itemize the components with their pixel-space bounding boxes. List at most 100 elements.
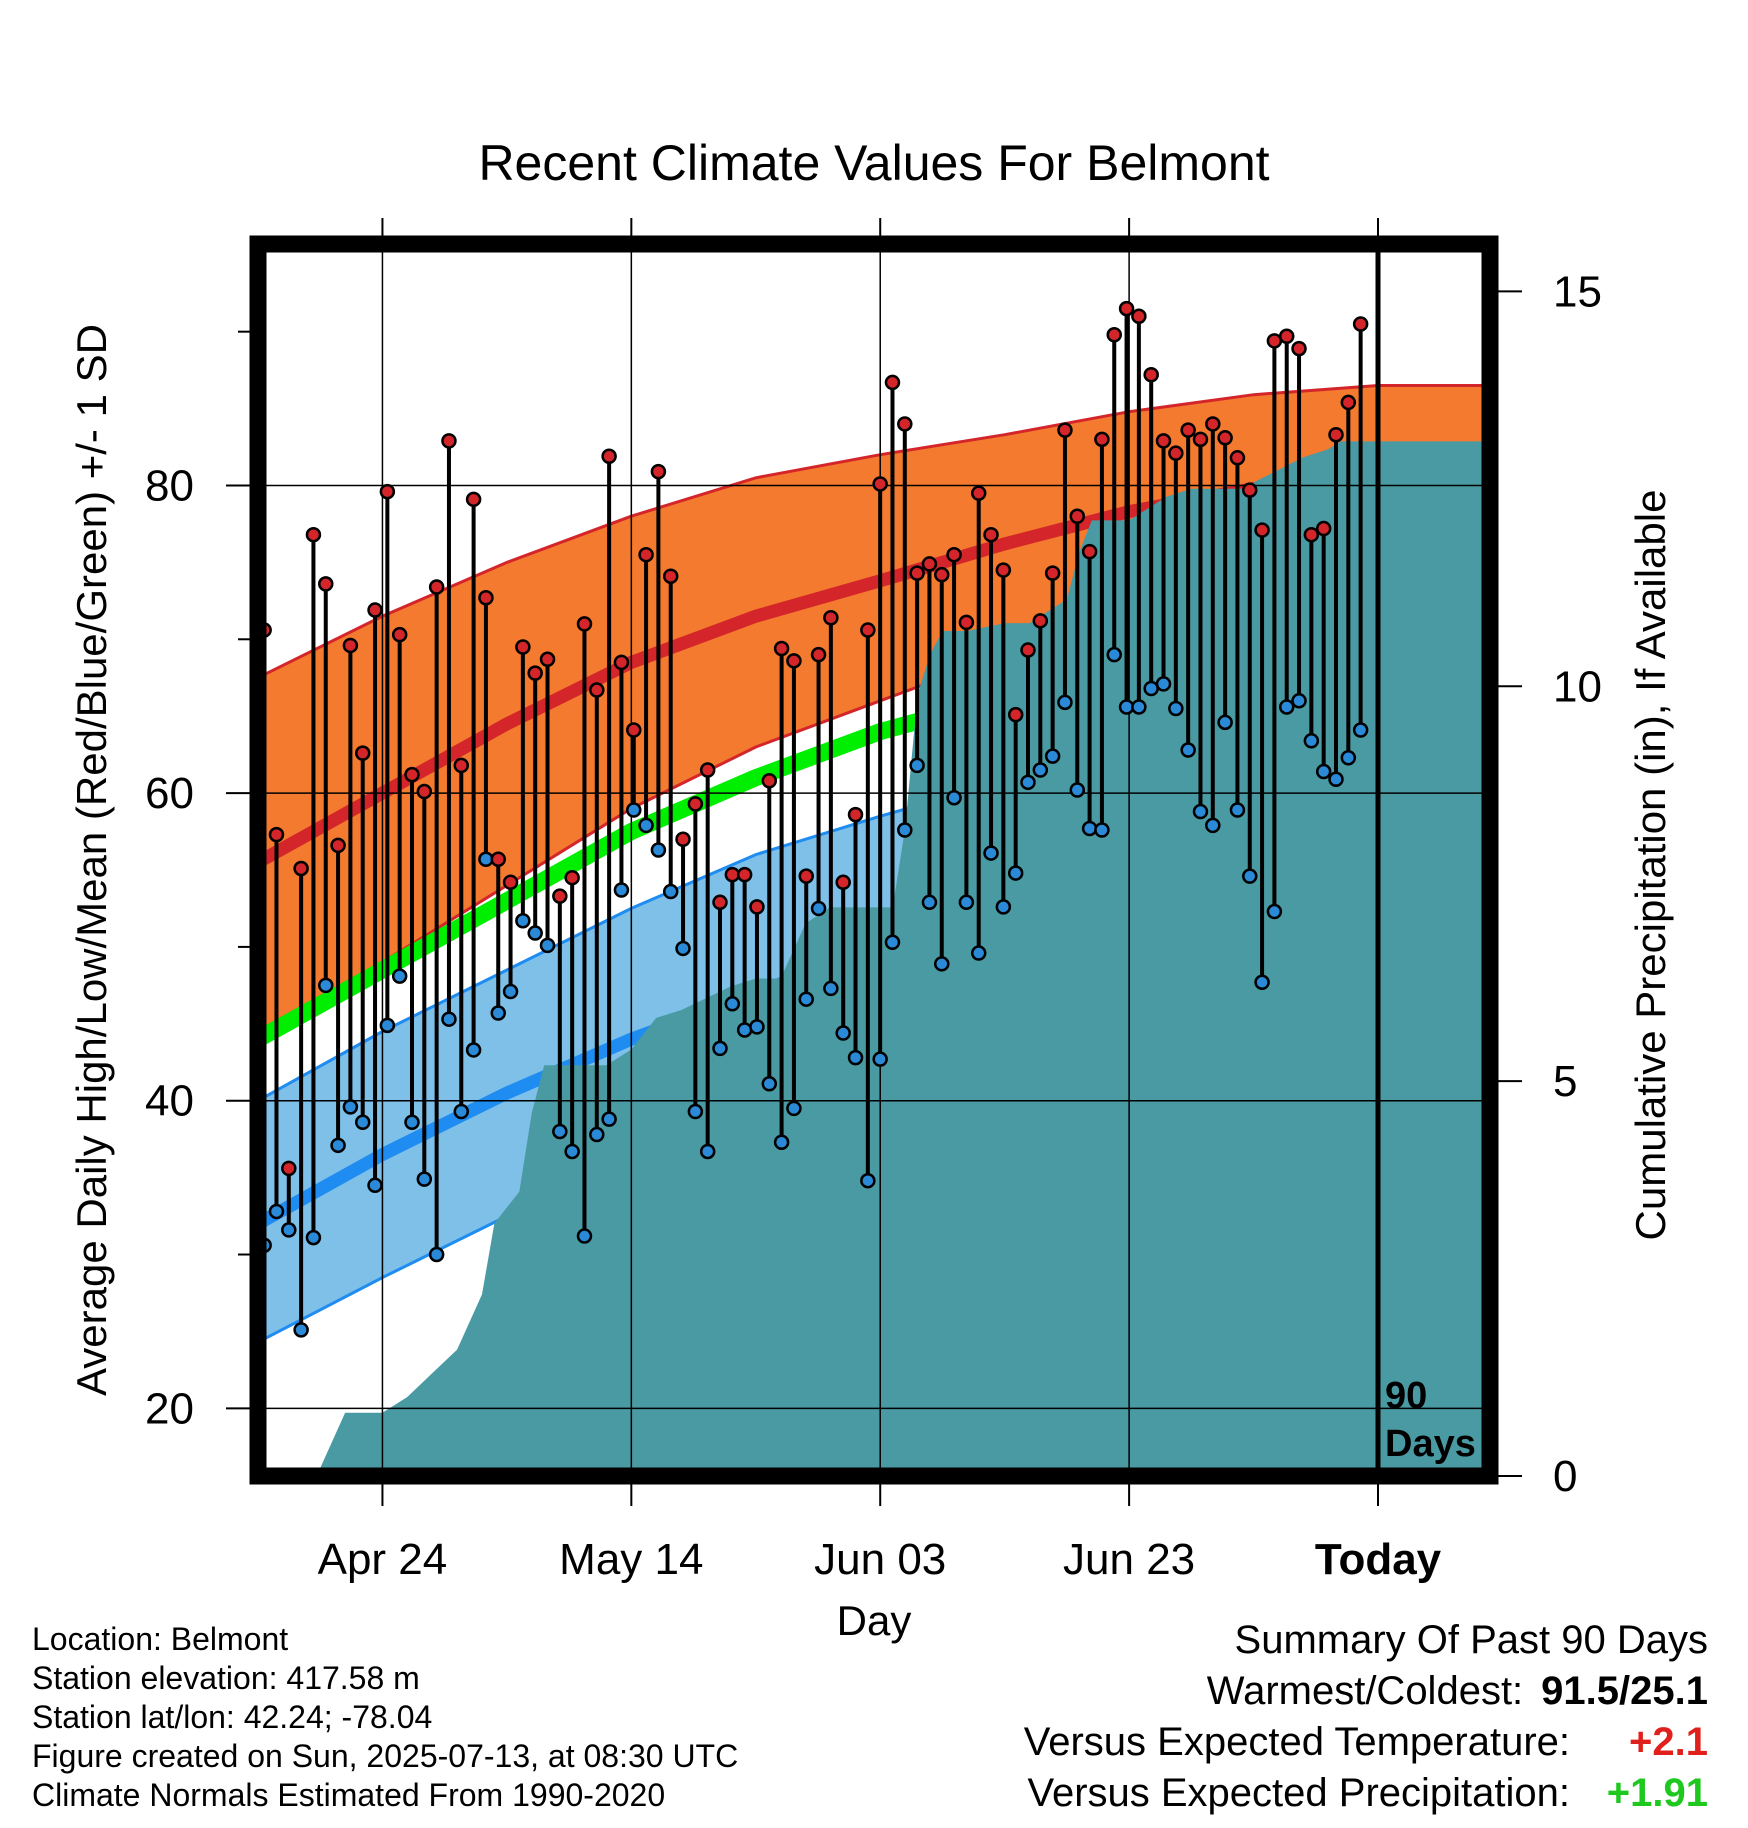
precip-area xyxy=(258,441,1490,1476)
daily-low-point xyxy=(1242,868,1258,884)
daily-low-point xyxy=(1143,680,1159,697)
daily-high-point xyxy=(1007,706,1024,723)
y2-tick-label: 0 xyxy=(1553,1452,1577,1501)
daily-low-point xyxy=(281,1222,297,1238)
daily-high-point xyxy=(1057,422,1073,438)
daily-low-point xyxy=(638,817,654,834)
daily-high-point xyxy=(478,590,494,606)
daily-high-point xyxy=(847,806,864,823)
daily-high-point xyxy=(1315,520,1332,537)
daily-high-point xyxy=(626,722,642,738)
daily-high-point xyxy=(749,899,765,915)
daily-high-point xyxy=(330,837,346,854)
daily-low-point xyxy=(798,991,814,1007)
daily-high-point xyxy=(1143,366,1159,383)
daily-low-point xyxy=(1291,693,1307,709)
daily-high-point xyxy=(428,579,445,595)
x-tick-label: Today xyxy=(1315,1535,1442,1584)
daily-low-point xyxy=(699,1143,716,1160)
daily-low-point xyxy=(934,956,950,972)
daily-high-point xyxy=(502,874,519,891)
daily-high-point xyxy=(983,526,999,543)
daily-low-point xyxy=(626,802,642,818)
daily-low-point xyxy=(576,1228,593,1244)
daily-low-point xyxy=(601,1111,617,1127)
daily-low-point xyxy=(650,842,667,858)
daily-low-point xyxy=(1180,742,1196,758)
daily-low-point xyxy=(318,977,334,994)
daily-high-point xyxy=(1118,300,1135,317)
daily-high-point xyxy=(416,783,433,800)
location-text: Location: Belmont xyxy=(32,1621,289,1657)
elevation-text: Station elevation: 417.58 m xyxy=(32,1660,420,1696)
daily-low-point xyxy=(391,968,408,984)
x-axis-label: Day xyxy=(837,1597,912,1644)
y2-tick-label: 10 xyxy=(1553,662,1602,711)
daily-low-point xyxy=(490,1005,506,1021)
daily-low-point xyxy=(441,1011,457,1027)
daily-high-point xyxy=(675,831,691,847)
daily-low-point xyxy=(1315,763,1332,780)
chart-title: Recent Climate Values For Belmont xyxy=(478,135,1269,191)
daily-high-point xyxy=(1020,642,1036,658)
daily-high-point xyxy=(1352,316,1369,332)
daily-low-point xyxy=(527,925,543,941)
daily-low-point xyxy=(1081,820,1098,837)
daily-low-point xyxy=(465,1042,482,1058)
daily-low-point xyxy=(958,894,975,911)
daily-high-point xyxy=(1106,326,1122,343)
created-text: Figure created on Sun, 2025-07-13, at 08… xyxy=(32,1738,739,1774)
daily-low-point xyxy=(921,894,938,911)
daily-low-point xyxy=(823,980,839,997)
temp-anomaly-row: Versus Expected Temperature: +2.1 xyxy=(1024,1720,1708,1771)
daily-high-point xyxy=(872,476,888,492)
daily-low-point xyxy=(515,913,531,929)
y-tick-label: 60 xyxy=(145,769,194,818)
daily-low-point xyxy=(404,1114,420,1130)
daily-high-point xyxy=(798,868,814,884)
daily-low-point xyxy=(884,934,901,951)
daily-low-point xyxy=(1044,748,1061,764)
daily-low-point xyxy=(354,1114,371,1130)
daily-high-point xyxy=(687,796,704,812)
plot-border xyxy=(249,235,1499,1485)
daily-high-point xyxy=(515,639,531,655)
daily-high-point xyxy=(1303,526,1320,543)
daily-low-point xyxy=(749,1019,765,1035)
daily-low-point xyxy=(687,1103,704,1120)
x-tick-label: Jun 23 xyxy=(1063,1535,1195,1584)
daily-low-point xyxy=(1007,865,1024,881)
daily-high-point xyxy=(601,448,617,465)
daily-low-point xyxy=(1057,694,1073,711)
daily-high-point xyxy=(1242,482,1258,498)
daily-high-point xyxy=(699,762,716,778)
daily-high-point xyxy=(712,894,728,911)
daily-low-point xyxy=(1155,676,1172,692)
daily-high-point xyxy=(1069,508,1086,524)
y-tick-label: 80 xyxy=(145,461,194,510)
daily-low-point xyxy=(1229,802,1246,818)
daily-low-point xyxy=(1020,774,1036,791)
daily-low-point xyxy=(761,1076,778,1092)
daily-low-point xyxy=(1217,714,1233,731)
precip-anomaly-row: Versus Expected Precipitation: +1.91 xyxy=(1024,1771,1708,1822)
daily-high-point xyxy=(650,463,667,480)
daily-low-point xyxy=(1266,903,1283,920)
daily-low-point xyxy=(1328,771,1344,788)
daily-high-point xyxy=(724,866,741,883)
daily-low-point xyxy=(305,1229,322,1246)
daily-high-point xyxy=(1291,340,1307,357)
daily-high-point xyxy=(1094,431,1110,448)
summary-title-row: Summary Of Past 90 Days xyxy=(1024,1618,1708,1669)
daily-high-point xyxy=(860,622,876,638)
daily-low-point xyxy=(539,937,556,954)
daily-high-point xyxy=(1205,416,1221,432)
daily-high-point xyxy=(589,682,605,698)
daily-high-point xyxy=(897,416,913,432)
temp-anomaly-value: +2.1 xyxy=(1629,1720,1708,1764)
daily-low-point xyxy=(1131,699,1147,715)
daily-high-point xyxy=(1229,450,1246,466)
daily-low-point xyxy=(1278,699,1295,715)
daily-high-point xyxy=(539,651,556,668)
